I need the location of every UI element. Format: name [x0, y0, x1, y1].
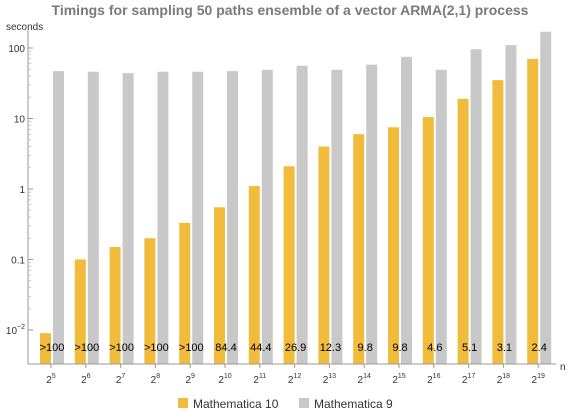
bar-m9-2	[122, 73, 134, 364]
x-tick-label-10: 215	[392, 373, 405, 386]
bar-m9-13	[505, 45, 517, 364]
bar-m10-8	[318, 146, 330, 364]
x-tick-label-0: 25	[46, 373, 56, 386]
bar-m10-13	[492, 80, 504, 364]
bar-m9-9	[366, 64, 378, 365]
ratio-label-0: >100	[40, 342, 65, 354]
bar-m10-10	[388, 127, 399, 365]
x-tick-label-2: 27	[116, 373, 126, 386]
legend-label-0: Mathematica 10	[193, 397, 279, 411]
bar-m10-1	[74, 259, 86, 364]
bar-m9-3	[157, 71, 169, 364]
bar-m10-11	[422, 116, 434, 364]
bar-m9-7	[296, 65, 308, 365]
bar-m9-11	[435, 69, 447, 364]
x-tick-label-9: 214	[358, 373, 371, 386]
bar-m9-8	[331, 69, 343, 364]
legend-label-1: Mathematica 9	[314, 397, 393, 411]
bars-group	[40, 31, 552, 365]
bar-m10-0	[40, 333, 51, 364]
bar-m9-1	[87, 71, 99, 364]
bar-m9-12	[470, 49, 482, 365]
y-tick-label-0: 10−2	[6, 324, 25, 337]
bar-m10-9	[353, 134, 365, 364]
bar-m10-2	[109, 247, 121, 364]
x-tick-label-11: 216	[427, 373, 440, 386]
bar-m10-6	[248, 186, 260, 364]
legend-swatch-0	[178, 398, 188, 408]
x-tick-label-3: 28	[151, 373, 161, 386]
legend: Mathematica 10 Mathematica 9	[178, 397, 393, 411]
ratio-label-6: 44.4	[250, 342, 271, 354]
chart-title: Timings for sampling 50 paths ensemble o…	[52, 2, 529, 18]
x-tick-label-5: 210	[218, 373, 231, 386]
y-tick-label-1: 0.1	[11, 255, 25, 266]
x-tick-label-12: 217	[462, 373, 475, 386]
ratio-label-2: >100	[109, 342, 134, 354]
y-tick-label-4: 100	[8, 44, 25, 55]
bar-m9-5	[227, 71, 238, 364]
bar-m9-14	[540, 31, 552, 365]
ratio-label-10: 9.8	[392, 342, 407, 354]
bar-m10-14	[527, 58, 539, 365]
x-tick-label-7: 212	[288, 373, 301, 386]
ratio-label-12: 5.1	[462, 342, 477, 354]
ratio-labels-group: >100 >100 >100 >100 >100 84.4 44.4 26.9 12.3 9.8 9…	[40, 342, 547, 354]
ratio-label-14: 2.4	[532, 342, 547, 354]
ratio-label-8: 12.3	[320, 342, 341, 354]
x-tick-label-6: 211	[253, 373, 266, 386]
ratio-label-1: >100	[74, 342, 99, 354]
x-tick-label-13: 218	[497, 373, 510, 386]
bar-m9-4	[192, 71, 204, 364]
bar-m9-0	[53, 71, 64, 364]
y-tick-label-2: 1	[19, 185, 25, 196]
x-tick-label-14: 219	[532, 373, 545, 386]
axes-group: 25 26 27 28 29 210 211 212 213 214 215 216 217 218 219…	[6, 30, 556, 386]
bar-m10-3	[144, 238, 156, 364]
ratio-label-5: 84.4	[215, 342, 236, 354]
ratio-label-3: >100	[144, 342, 169, 354]
ratio-label-13: 3.1	[497, 342, 512, 354]
x-tick-label-4: 29	[185, 373, 195, 386]
y-tick-label-3: 10	[14, 114, 26, 125]
ratio-label-9: 9.8	[358, 342, 373, 354]
bar-m10-4	[179, 222, 191, 364]
ratio-label-11: 4.6	[427, 342, 442, 354]
bar-m10-5	[214, 207, 225, 364]
bar-m10-7	[283, 166, 295, 364]
bar-m9-10	[401, 56, 412, 364]
ratio-label-4: >100	[179, 342, 204, 354]
ratio-label-7: 26.9	[285, 342, 306, 354]
x-axis-label: n	[560, 362, 566, 373]
legend-swatch-1	[299, 398, 309, 408]
x-tick-label-8: 213	[323, 373, 336, 386]
bar-m10-12	[457, 98, 469, 365]
y-axis-label: seconds	[6, 22, 43, 33]
bar-m9-6	[261, 69, 273, 364]
x-tick-label-1: 26	[81, 373, 91, 386]
